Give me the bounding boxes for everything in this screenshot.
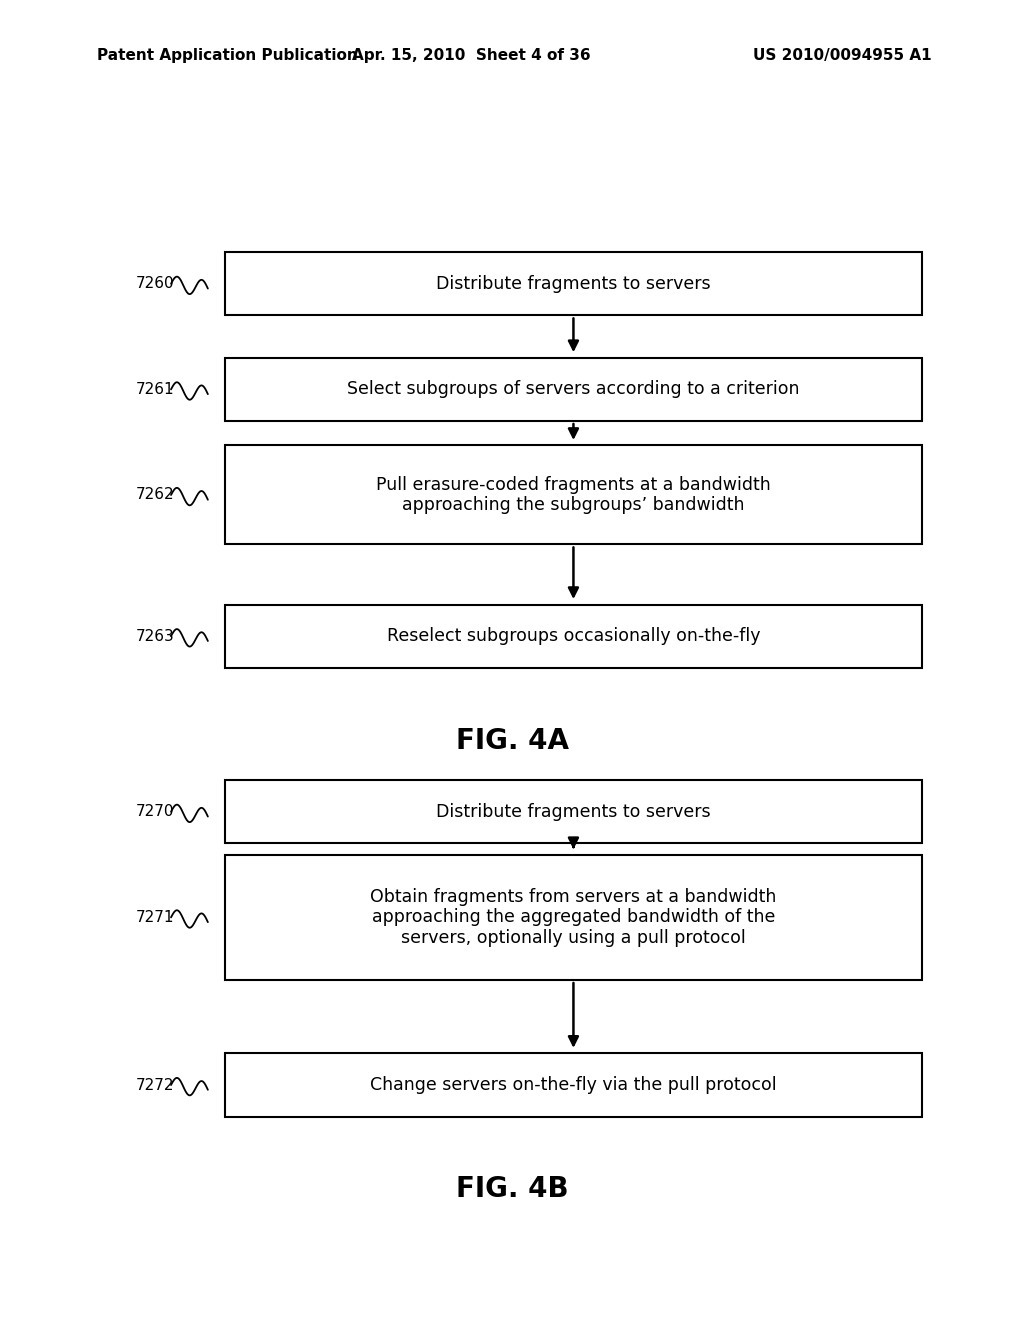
Text: Distribute fragments to servers: Distribute fragments to servers	[436, 275, 711, 293]
Text: Select subgroups of servers according to a criterion: Select subgroups of servers according to…	[347, 380, 800, 399]
Text: 7271: 7271	[135, 909, 174, 925]
Bar	[225, 855, 922, 979]
Bar	[225, 358, 922, 421]
Text: Obtain fragments from servers at a bandwidth
approaching the aggregated bandwidt: Obtain fragments from servers at a bandw…	[371, 887, 776, 948]
Text: Pull erasure-coded fragments at a bandwidth
approaching the subgroups’ bandwidth: Pull erasure-coded fragments at a bandwi…	[376, 475, 771, 515]
Text: 7260: 7260	[135, 276, 174, 292]
Text: 7263: 7263	[135, 628, 174, 644]
Text: 7270: 7270	[135, 804, 174, 820]
Bar	[225, 605, 922, 668]
Text: Change servers on-the-fly via the pull protocol: Change servers on-the-fly via the pull p…	[370, 1076, 777, 1094]
Text: Patent Application Publication: Patent Application Publication	[97, 48, 358, 63]
Bar	[225, 252, 922, 315]
Bar	[225, 445, 922, 544]
Text: Reselect subgroups occasionally on-the-fly: Reselect subgroups occasionally on-the-f…	[387, 627, 760, 645]
Text: 7262: 7262	[135, 487, 174, 503]
Text: FIG. 4B: FIG. 4B	[456, 1175, 568, 1204]
Bar	[225, 1053, 922, 1117]
Text: US 2010/0094955 A1: US 2010/0094955 A1	[754, 48, 932, 63]
Text: FIG. 4A: FIG. 4A	[456, 726, 568, 755]
Bar	[225, 780, 922, 843]
Text: 7261: 7261	[135, 381, 174, 397]
Text: Apr. 15, 2010  Sheet 4 of 36: Apr. 15, 2010 Sheet 4 of 36	[351, 48, 591, 63]
Text: 7272: 7272	[135, 1077, 174, 1093]
Text: Distribute fragments to servers: Distribute fragments to servers	[436, 803, 711, 821]
